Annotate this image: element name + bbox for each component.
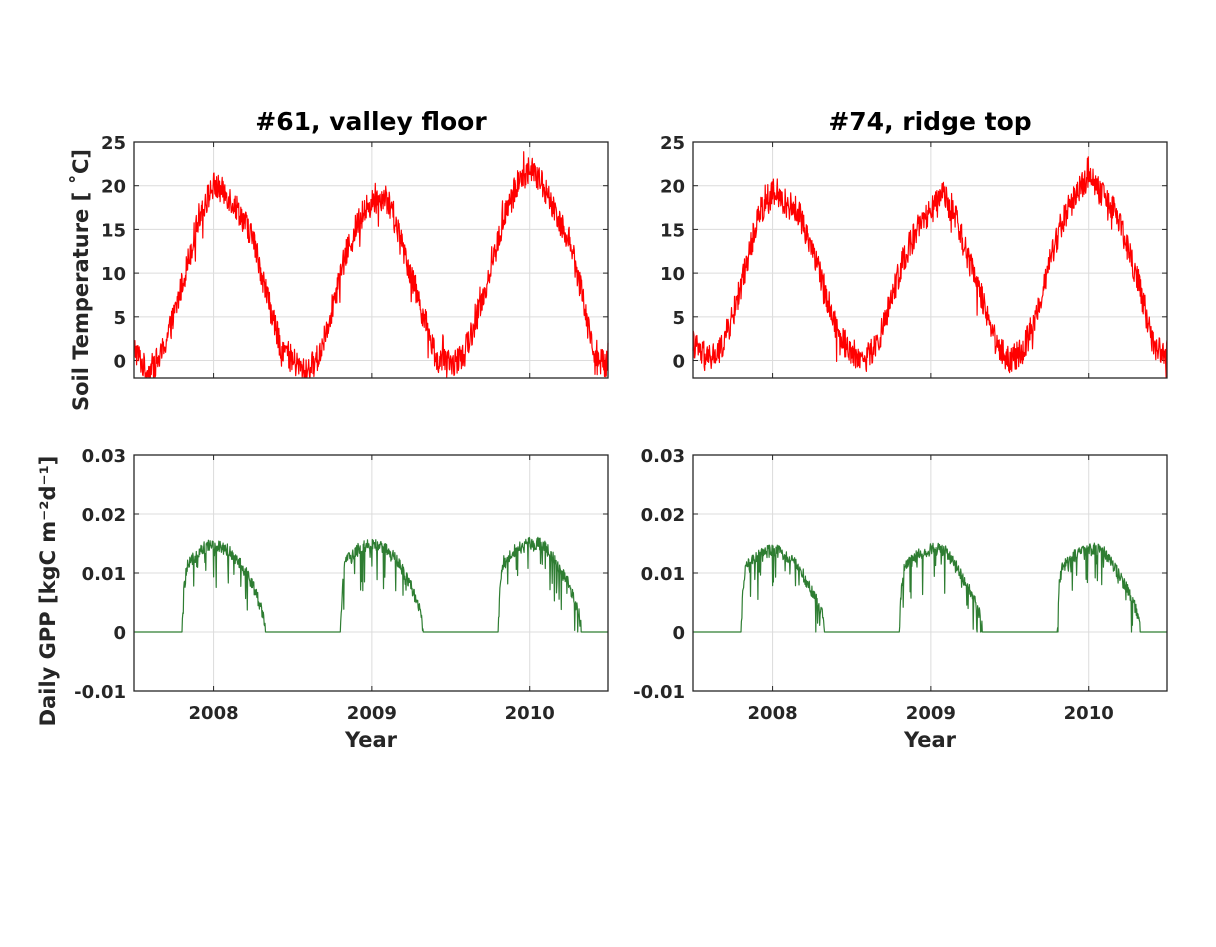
axes-box bbox=[133, 141, 609, 379]
data-series-line bbox=[692, 542, 1168, 633]
x-axis-label: Year bbox=[903, 728, 957, 752]
y-tick-label: -0.01 bbox=[633, 682, 685, 703]
panel-title: #61, valley floor bbox=[255, 107, 487, 136]
y-tick-label: 0 bbox=[672, 352, 685, 373]
axes-box bbox=[133, 454, 609, 692]
y-tick-label: 0 bbox=[113, 623, 126, 644]
y-axis-label: Daily GPP [kgC m⁻²d⁻¹] bbox=[36, 456, 60, 727]
chart-panel-4: 2008 2009 2010 -0.01 0 0.01 0.02 0.03 Year bbox=[633, 446, 1168, 752]
y-tick-label: 25 bbox=[101, 133, 126, 154]
x-tick-label: 2010 bbox=[1064, 703, 1114, 724]
panel-title: #74, ridge top bbox=[828, 107, 1031, 136]
data-series-line bbox=[692, 156, 1168, 378]
y-tick-label: 5 bbox=[672, 308, 685, 329]
y-tick-label: 0.03 bbox=[641, 446, 685, 467]
y-tick-label: 15 bbox=[101, 220, 126, 241]
x-axis-label: Year bbox=[344, 728, 398, 752]
y-tick-label: 0.03 bbox=[82, 446, 126, 467]
chart-panel-3: 2008 2009 2010 -0.01 0 0.01 0.02 0.03 Year Daily … bbox=[36, 446, 609, 752]
x-tick-label: 2008 bbox=[748, 703, 798, 724]
axes-box bbox=[692, 141, 1168, 379]
y-tick-label: 10 bbox=[101, 264, 126, 285]
y-tick-label: 0.02 bbox=[82, 505, 126, 526]
y-tick-label: 0.02 bbox=[641, 505, 685, 526]
y-axis-label: Soil Temperature [ ˚C] bbox=[69, 149, 93, 411]
y-tick-label: -0.01 bbox=[74, 682, 126, 703]
x-tick-label: 2009 bbox=[906, 703, 956, 724]
chart-panel-2: 0 5 10 15 20 25 #74, ridge top bbox=[660, 107, 1168, 379]
data-series-line bbox=[133, 151, 609, 379]
y-tick-label: 25 bbox=[660, 133, 685, 154]
y-tick-label: 15 bbox=[660, 220, 685, 241]
y-tick-label: 0.01 bbox=[82, 564, 126, 585]
y-tick-label: 20 bbox=[660, 177, 685, 198]
y-tick-label: 0 bbox=[113, 352, 126, 373]
axes-box bbox=[692, 454, 1168, 692]
x-tick-label: 2008 bbox=[189, 703, 239, 724]
x-tick-label: 2009 bbox=[347, 703, 397, 724]
chart-panel-1: 0 5 10 15 20 25 #61, valley floor Soil Temperat… bbox=[69, 107, 609, 411]
y-tick-label: 5 bbox=[113, 308, 126, 329]
y-tick-label: 10 bbox=[660, 264, 685, 285]
y-tick-label: 20 bbox=[101, 177, 126, 198]
y-tick-label: 0.01 bbox=[641, 564, 685, 585]
data-series-line bbox=[133, 536, 609, 633]
y-tick-label: 0 bbox=[672, 623, 685, 644]
x-tick-label: 2010 bbox=[505, 703, 555, 724]
